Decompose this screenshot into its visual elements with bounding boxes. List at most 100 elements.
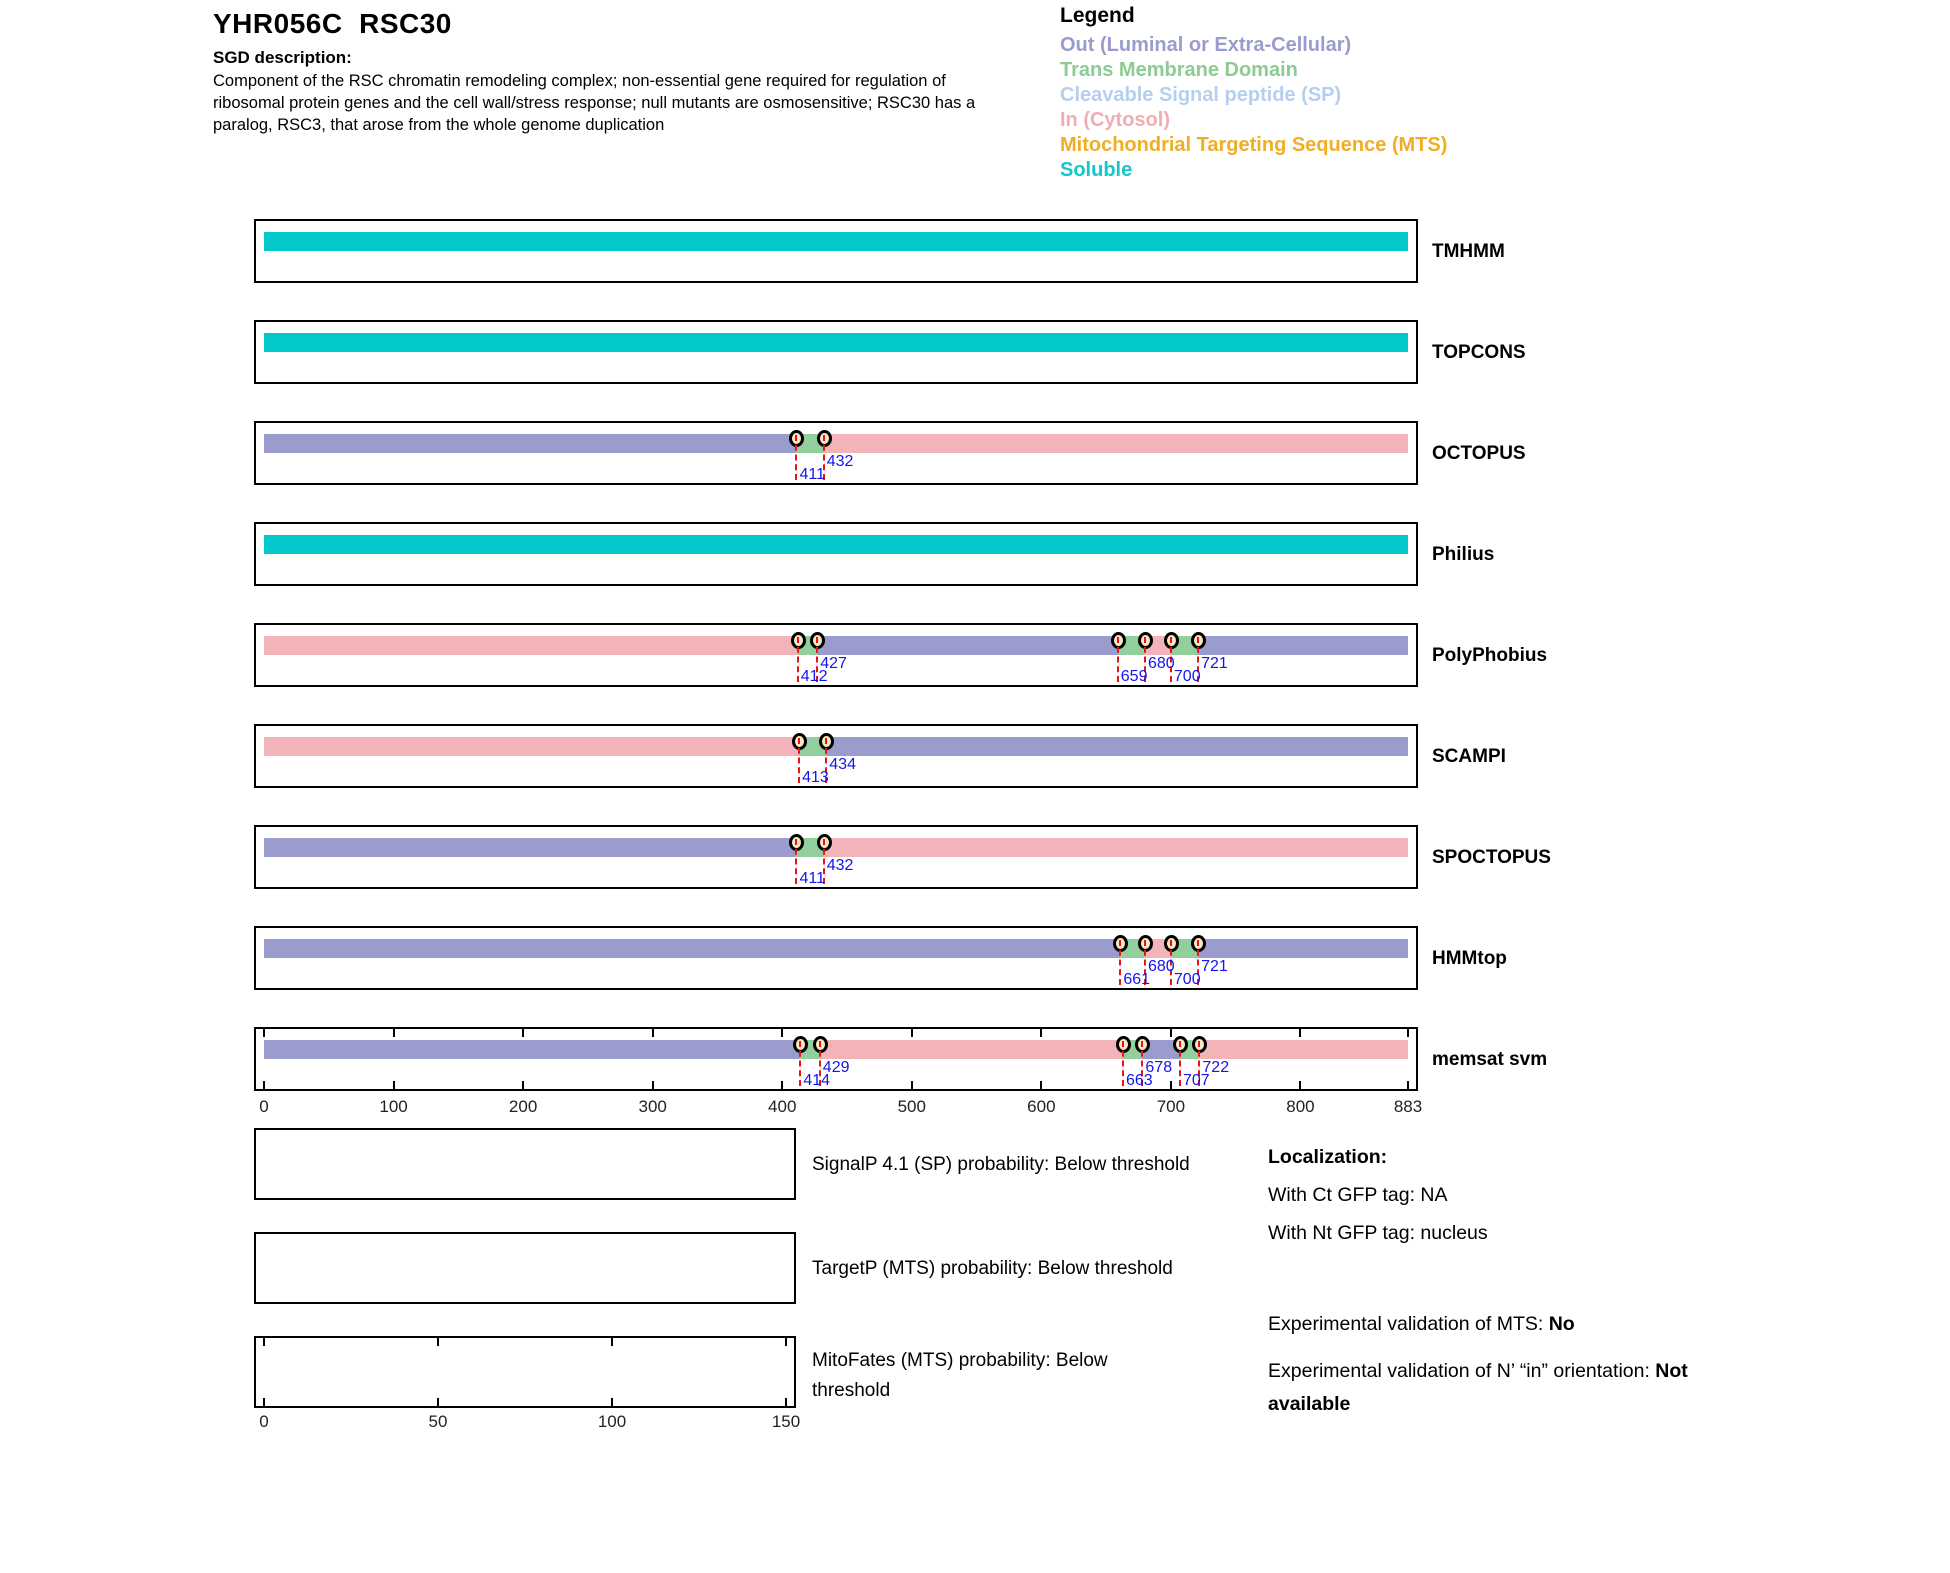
tm-boundary-label: 429 <box>822 1059 850 1076</box>
tm-boundary-line <box>1197 637 1200 682</box>
probability-plot-caption: MitoFates (MTS) probability: Below thres… <box>812 1350 1108 1401</box>
x-axis-tick-label: 800 <box>1286 1097 1315 1116</box>
mts-validation-label: Experimental validation of MTS: <box>1268 1313 1549 1335</box>
tm-boundary-line <box>1116 637 1119 682</box>
segment-out <box>817 636 1118 655</box>
sgd-description-line: ribosomal protein genes and the cell wal… <box>213 94 976 112</box>
track-name-label: SCAMPI <box>1432 746 1506 767</box>
sgd-description-line: Component of the RSC chromatin remodelin… <box>213 72 946 90</box>
tm-boundary-line <box>825 738 828 783</box>
tm-boundary-line <box>796 637 799 682</box>
x-axis-tick-label: 300 <box>638 1097 667 1116</box>
legend-item-out: Out (Luminal or Extra-Cellular) <box>1060 34 1352 56</box>
segment-soluble <box>264 535 1408 554</box>
tm-boundary-label: 432 <box>826 857 854 874</box>
tm-boundary-line <box>795 435 798 480</box>
x-axis-tick-label: 0 <box>259 1412 269 1431</box>
tm-boundary-label: 427 <box>820 655 847 672</box>
track-plot-box: 661 680 700 721 <box>254 926 1418 990</box>
x-axis-tick-label: 883 <box>1393 1097 1423 1116</box>
page-title: YHR056C RSC30 <box>213 8 452 39</box>
tm-boundary-label: 659 <box>1120 668 1148 685</box>
sgd-description-line: paralog, RSC3, that arose from the whole… <box>213 116 665 134</box>
track-name-label: OCTOPUS <box>1432 443 1526 464</box>
axis-tick <box>910 1081 913 1089</box>
segment-in <box>819 1040 1123 1059</box>
probability-plot-box <box>254 1336 796 1408</box>
segment-out <box>264 939 1121 958</box>
axis-tick <box>1040 1081 1043 1089</box>
track-plot-box: 411 432 <box>254 421 1418 485</box>
tm-boundary-label: 722 <box>1202 1059 1230 1076</box>
tm-boundary-label: 414 <box>803 1072 831 1089</box>
legend-item-in: In (Cytosol) <box>1060 109 1170 131</box>
segment-soluble <box>264 333 1408 352</box>
track-name-label: TMHMM <box>1432 241 1505 262</box>
track-memsat-svm: 414 429 663 678 707 722 memsat svm 0 100 200 300 40… <box>0 1027 1950 1127</box>
track-octopus: 411 432 OCTOPUS <box>0 421 1950 521</box>
tm-boundary-label: 411 <box>799 870 825 887</box>
ct-gfp-tag-value: With Ct GFP tag: NA <box>1268 1184 1448 1206</box>
probability-plot-caption: TargetP (MTS) probability: Below thresho… <box>812 1258 1173 1279</box>
axis-tick <box>781 1029 784 1037</box>
axis-tick <box>263 1081 265 1089</box>
axis-tick <box>1169 1029 1172 1037</box>
axis-tick <box>522 1081 525 1089</box>
tm-boundary-line <box>1141 1041 1144 1086</box>
x-axis-tick-label: 200 <box>508 1097 538 1116</box>
axis-tick <box>781 1081 784 1089</box>
tm-boundary-label: 700 <box>1173 971 1201 988</box>
tm-boundary-label: 411 <box>799 466 825 483</box>
localization-panel: Localization: With Ct GFP tag: NA With N… <box>1268 1138 1738 1421</box>
tm-boundary-line <box>1178 1041 1181 1086</box>
tm-boundary-line <box>1169 940 1172 985</box>
tm-boundary-line <box>816 637 819 682</box>
tm-boundary-label: 663 <box>1125 1072 1153 1089</box>
localization-heading: Localization: <box>1268 1146 1388 1168</box>
mts-validation: Experimental validation of MTS: No <box>1268 1308 1738 1341</box>
tm-boundary-label: 707 <box>1182 1072 1210 1089</box>
axis-tick <box>1407 1081 1409 1089</box>
axis-tick <box>437 1398 439 1406</box>
track-name-label: SPOCTOPUS <box>1432 847 1551 868</box>
x-axis-tick-label: 600 <box>1027 1097 1056 1116</box>
axis-tick <box>611 1338 613 1346</box>
segment-out <box>264 838 797 857</box>
segment-in <box>264 636 798 655</box>
tm-boundary-label: 680 <box>1147 655 1175 672</box>
axis-tick <box>785 1398 787 1406</box>
axis-tick <box>392 1081 395 1089</box>
track-spoctopus: 411 432 SPOCTOPUS <box>0 825 1950 925</box>
track-plot-box <box>254 219 1418 283</box>
axis-tick <box>263 1398 265 1406</box>
probability-plot-0: SignalP 4.1 (SP) probability: Below thre… <box>0 1128 1950 1232</box>
segment-out <box>1198 939 1408 958</box>
axis-tick <box>1299 1029 1302 1037</box>
segment-out <box>1142 1040 1180 1059</box>
tm-boundary-line <box>818 1041 821 1086</box>
sgd-description: Component of the RSC chromatin remodelin… <box>213 70 975 136</box>
tm-boundary-label: 432 <box>826 453 854 470</box>
probability-plot-caption: SignalP 4.1 (SP) probability: Below thre… <box>812 1154 1190 1175</box>
axis-tick <box>1299 1081 1302 1089</box>
axis-tick <box>1040 1029 1043 1037</box>
mts-validation-value: No <box>1548 1313 1575 1335</box>
orientation-validation: Experimental validation of N’ “in” orien… <box>1268 1355 1738 1421</box>
legend-title: Legend <box>1060 4 1135 27</box>
track-name-label: memsat svm <box>1432 1049 1548 1070</box>
orientation-validation-value: Not available <box>1268 1360 1688 1415</box>
track-tmhmm: TMHMM <box>0 219 1950 319</box>
segment-out <box>1198 636 1408 655</box>
probability-plot-1: TargetP (MTS) probability: Below thresho… <box>0 1232 1950 1336</box>
axis-tick <box>263 1029 265 1037</box>
legend-item-mts: Mitochondrial Targeting Sequence (MTS) <box>1060 134 1448 156</box>
tm-boundary-line <box>822 839 825 884</box>
segment-in <box>264 737 800 756</box>
track-name-label: HMMtop <box>1432 948 1507 969</box>
track-plot-box: 412 427 659 680 700 721 <box>254 623 1418 687</box>
axis-tick <box>785 1338 787 1346</box>
axis-tick <box>910 1029 913 1037</box>
legend-item-soluble: Soluble <box>1060 159 1133 181</box>
tm-boundary-label: 721 <box>1201 655 1228 672</box>
